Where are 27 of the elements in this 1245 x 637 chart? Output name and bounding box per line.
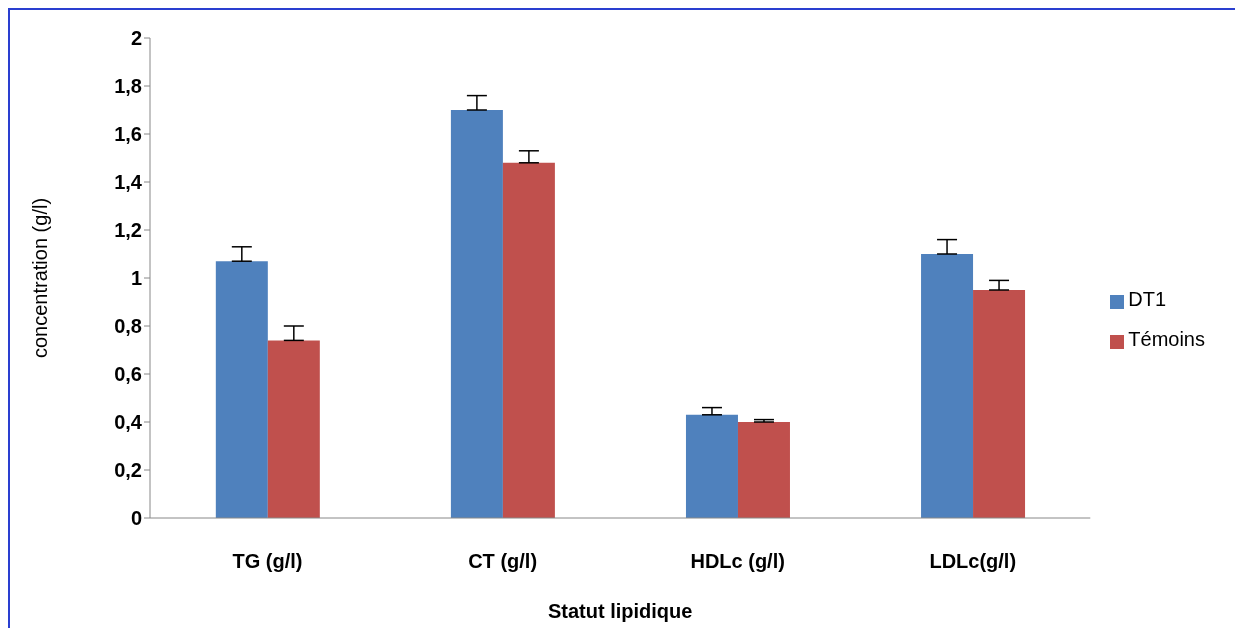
y-tick-label: 1 [130,267,142,290]
y-tick-label: 1,4 [114,171,143,194]
bar [685,414,738,518]
x-tick-label: HDLc (g/l) [690,550,785,573]
x-tick-label: LDLc(g/l) [929,550,1017,573]
y-tick-label: 1,2 [114,219,142,242]
y-tick-label: 0,8 [114,315,142,338]
y-tick-label: 0,4 [114,411,143,434]
y-axis-title: concentration (g/l) [29,197,52,359]
x-tick-label: TG (g/l) [232,550,303,573]
bar [973,290,1026,518]
y-tick-label: 2 [130,27,142,50]
bar [737,422,790,518]
y-tick-label: 0,6 [114,363,142,386]
bar [215,261,268,518]
bar [267,340,320,518]
bar [450,110,503,518]
x-tick-label: CT (g/l) [468,550,538,573]
y-tick-label: 0,2 [114,459,142,482]
legend-label: Témoins [1128,328,1205,350]
y-tick-label: 1,6 [114,123,142,146]
bar [921,254,974,518]
y-tick-label: 1,8 [114,75,142,98]
y-tick-label: 0 [130,507,142,530]
legend-label: DT1 [1128,288,1167,310]
x-axis-title: Statut lipidique [547,600,693,622]
bar [502,162,555,518]
